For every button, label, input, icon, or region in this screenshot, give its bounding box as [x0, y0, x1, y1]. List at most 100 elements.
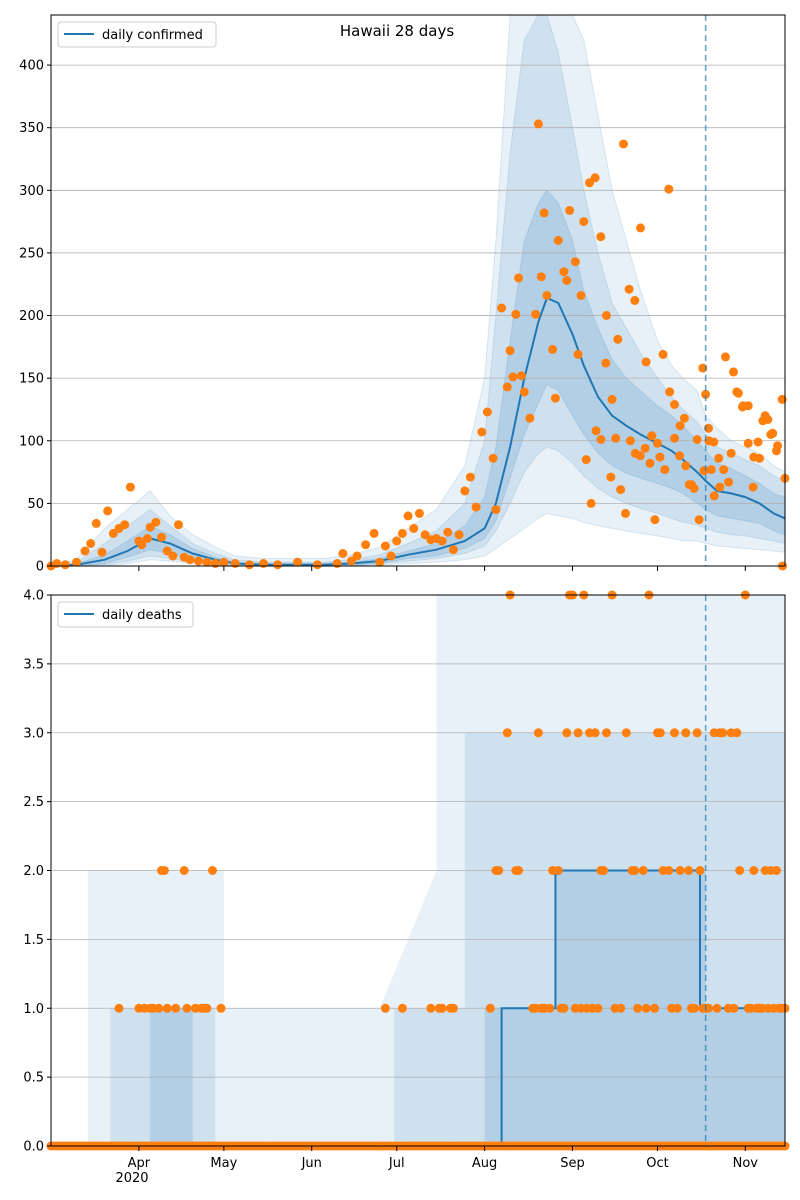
confirmed-point — [508, 372, 518, 382]
deaths-y-tick-label: 1.0 — [23, 1002, 44, 1017]
confirmed-point — [670, 433, 680, 443]
deaths-point — [729, 1003, 739, 1013]
deaths-point — [590, 728, 600, 738]
confirmed-point — [641, 357, 651, 367]
deaths-point — [602, 728, 611, 738]
confirmed-point — [392, 536, 402, 546]
confirmed-point — [630, 296, 640, 305]
confirmed-point — [533, 119, 543, 129]
confirmed-point — [120, 520, 130, 530]
deaths-point — [559, 1003, 569, 1013]
confirmed-point — [660, 465, 670, 475]
confirmed-point — [616, 485, 626, 495]
confirmed-point — [185, 555, 195, 565]
confirmed-point — [471, 502, 481, 512]
deaths-point — [672, 1003, 682, 1013]
deaths-point — [675, 866, 685, 875]
confirmed-point — [709, 437, 719, 447]
confirmed-point — [709, 491, 719, 501]
confirmed-point — [443, 527, 453, 537]
confirmed-point — [539, 208, 549, 218]
confirmed-point — [755, 453, 764, 463]
confirmed-point — [562, 276, 572, 285]
confirmed-point — [621, 508, 630, 518]
deaths-y-tick-label: 0.5 — [23, 1071, 44, 1086]
confirmed-point — [647, 431, 657, 441]
confirmed-point — [675, 451, 684, 461]
confirmed-point — [715, 482, 725, 492]
confirmed-point — [403, 511, 413, 521]
confirmed-point — [550, 393, 560, 403]
deaths-panel: 0.0 0.5 1.0 1.5 2.0 2.5 3.0 3.5 4.0 Apr May Jun Jul… — [23, 589, 790, 1186]
deaths-legend-label: daily deaths — [102, 608, 182, 623]
deaths-legend: daily deaths — [57, 601, 194, 628]
confirmed-point — [219, 557, 229, 567]
confirmed-axes-frame — [50, 14, 786, 567]
confirmed-point — [665, 387, 675, 397]
confirmed-point — [586, 498, 596, 508]
confirmed-point — [293, 557, 303, 567]
confirmed-y-ticks: 0 50 100 150 200 250 300 350 400 — [19, 59, 51, 575]
deaths-point — [689, 1003, 699, 1013]
confirmed-point — [491, 505, 501, 515]
deaths-x-tick-label: Apr — [128, 1156, 151, 1171]
confirmed-point — [773, 441, 783, 451]
deaths-point — [670, 728, 679, 738]
deaths-y-tick-label: 3.0 — [23, 726, 44, 741]
deaths-point — [485, 1003, 495, 1013]
deaths-point — [633, 1003, 643, 1013]
confirmed-point — [542, 291, 552, 300]
deaths-y-tick-label: 2.0 — [23, 864, 44, 879]
confirmed-point — [414, 508, 424, 518]
confirmed-point — [525, 413, 535, 423]
confirmed-point — [733, 388, 743, 398]
deaths-legend-box — [57, 601, 194, 628]
deaths-y-ticks: 0.0 0.5 1.0 1.5 2.0 2.5 3.0 3.5 4.0 — [23, 589, 51, 1155]
confirmed-y-tick-label: 50 — [27, 497, 44, 512]
confirmed-points — [46, 119, 790, 571]
confirmed-point — [689, 483, 699, 493]
confirmed-point — [640, 443, 650, 453]
confirmed-point — [103, 506, 113, 516]
confirmed-point — [607, 394, 617, 404]
confirmed-point — [488, 453, 498, 463]
deaths-point — [695, 866, 705, 875]
confirmed-legend: daily confirmed — [57, 21, 217, 48]
confirmed-point — [596, 232, 606, 242]
confirmed-point — [653, 438, 662, 448]
confirmed-point — [52, 559, 62, 568]
confirmed-point — [448, 545, 458, 555]
confirmed-point — [706, 465, 716, 475]
deaths-point — [182, 1003, 192, 1013]
confirmed-point — [579, 217, 589, 227]
deaths-y-tick-label: 3.5 — [23, 657, 44, 672]
deaths-point — [437, 1003, 447, 1013]
confirmed-point — [386, 551, 396, 561]
deaths-y-tick-label: 4.0 — [23, 589, 44, 604]
confirmed-point — [714, 453, 724, 463]
confirmed-point — [137, 540, 147, 550]
confirmed-point — [675, 421, 685, 431]
deaths-x-ticks: Apr May Jun Jul Aug Sep Oct Nov — [128, 1146, 758, 1171]
confirmed-x-ticks — [138, 566, 746, 571]
confirmed-point — [531, 309, 541, 319]
confirmed-legend-box — [57, 21, 217, 48]
confirmed-point — [230, 559, 240, 568]
confirmed-point — [601, 358, 611, 368]
confirmed-point — [724, 477, 734, 487]
confirmed-point — [454, 530, 464, 540]
confirmed-point — [670, 400, 679, 409]
deaths-x-tick-label: Jun — [301, 1156, 322, 1171]
deaths-point — [514, 866, 524, 875]
confirmed-point — [273, 560, 283, 570]
confirmed-point — [701, 389, 711, 399]
confirmed-point — [573, 349, 583, 359]
confirmed-point — [97, 547, 107, 557]
confirmed-point — [409, 523, 419, 533]
confirmed-point — [611, 433, 621, 443]
deaths-point — [772, 866, 781, 875]
deaths-point — [641, 1003, 651, 1013]
confirmed-point — [202, 557, 212, 567]
confirmed-point — [553, 235, 563, 245]
confirmed-point — [624, 284, 634, 294]
